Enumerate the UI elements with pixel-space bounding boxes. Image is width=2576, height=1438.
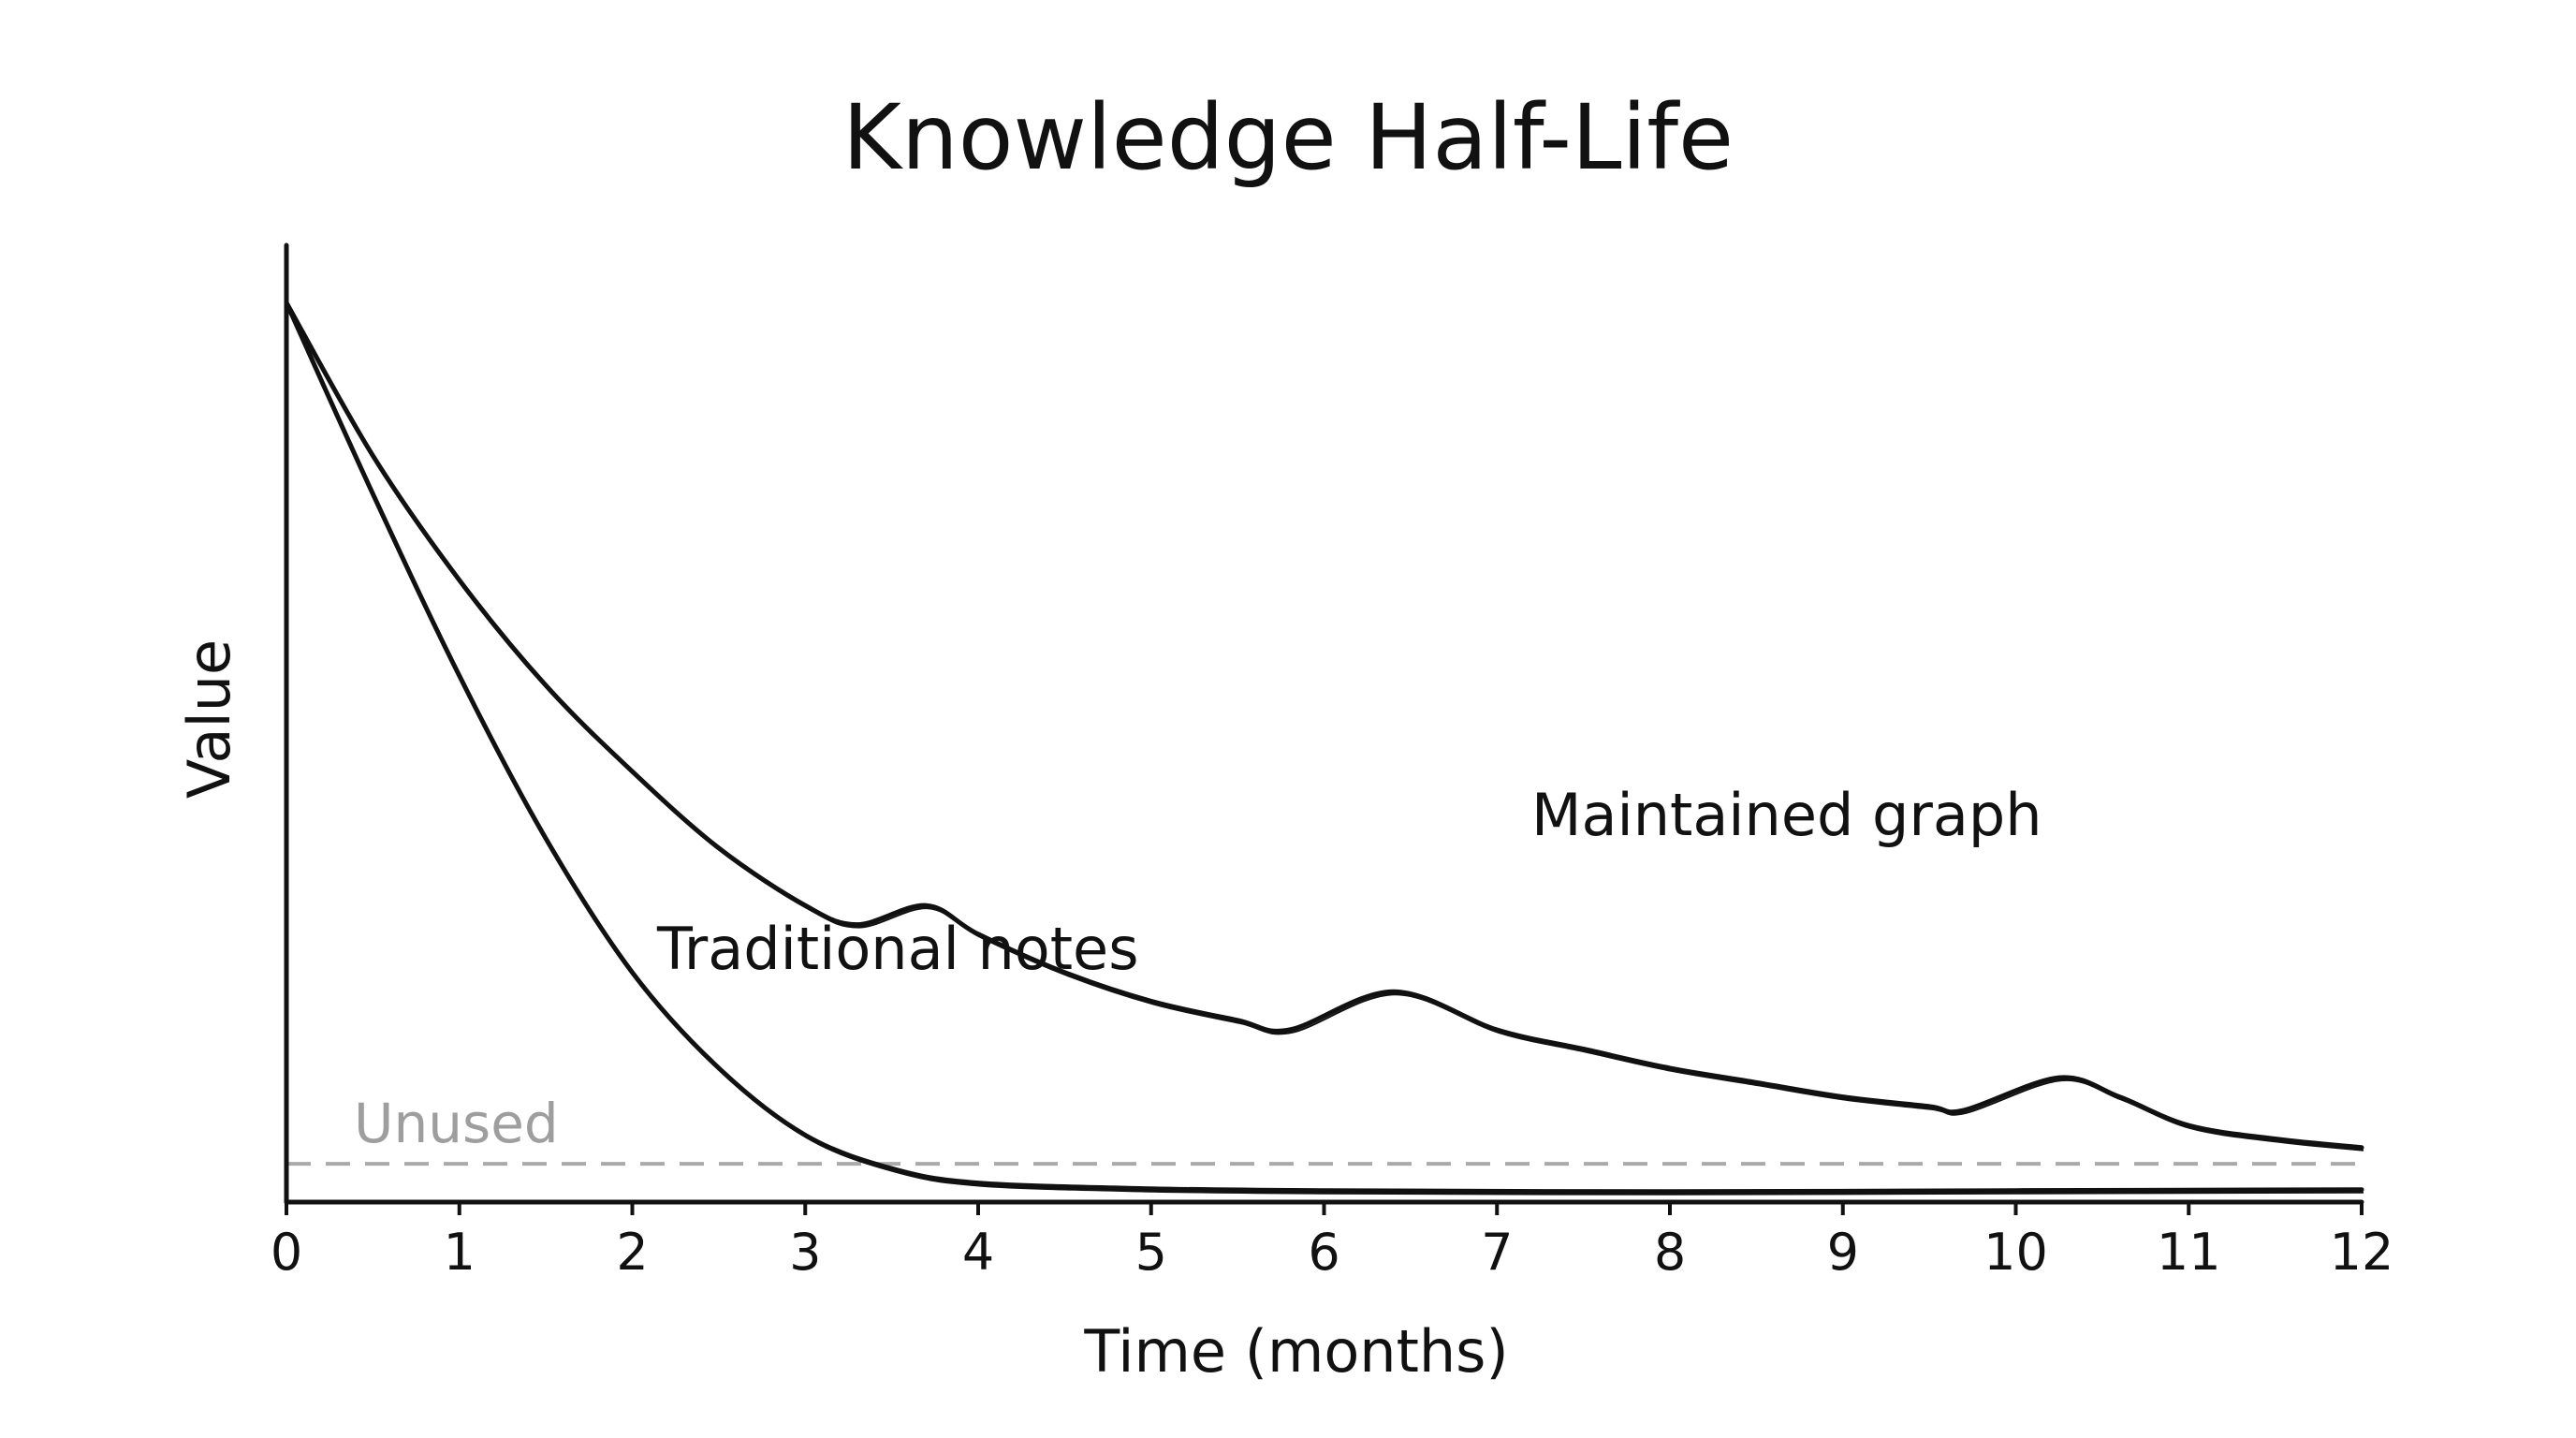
x-tick-label: 4 — [962, 1223, 994, 1282]
x-tick-label: 2 — [616, 1223, 648, 1282]
chart-title: Knowledge Half-Life — [842, 85, 1734, 190]
x-tick-label: 7 — [1481, 1223, 1513, 1282]
x-tick-label: 3 — [789, 1223, 821, 1282]
traditional-notes-line — [284, 300, 2364, 1195]
maintained-graph-line-sketch — [287, 304, 2364, 1152]
maintained-graph-label: Maintained graph — [1531, 781, 2042, 849]
traditional-notes-line-sketch — [287, 304, 2364, 1196]
x-tick-label: 8 — [1654, 1223, 1686, 1282]
x-tick-label: 0 — [271, 1223, 302, 1282]
x-axis-title: Time (months) — [1083, 1317, 1508, 1386]
x-tick-label: 1 — [444, 1223, 476, 1282]
x-tick-label: 6 — [1308, 1223, 1339, 1282]
traditional-notes-label: Traditional notes — [656, 915, 1139, 983]
maintained-graph-line — [284, 300, 2364, 1151]
y-axis-title: Value — [175, 639, 243, 799]
x-ticks: 0 1 2 3 4 5 6 7 8 9 10 11 12 — [271, 1202, 2394, 1282]
series-layer — [284, 300, 2364, 1196]
x-tick-label: 5 — [1135, 1223, 1167, 1282]
x-tick-label: 12 — [2330, 1223, 2394, 1282]
x-tick-label: 10 — [1983, 1223, 2048, 1282]
x-tick-label: 11 — [2157, 1223, 2221, 1282]
x-tick-label: 9 — [1827, 1223, 1859, 1282]
unused-label: Unused — [354, 1092, 559, 1155]
